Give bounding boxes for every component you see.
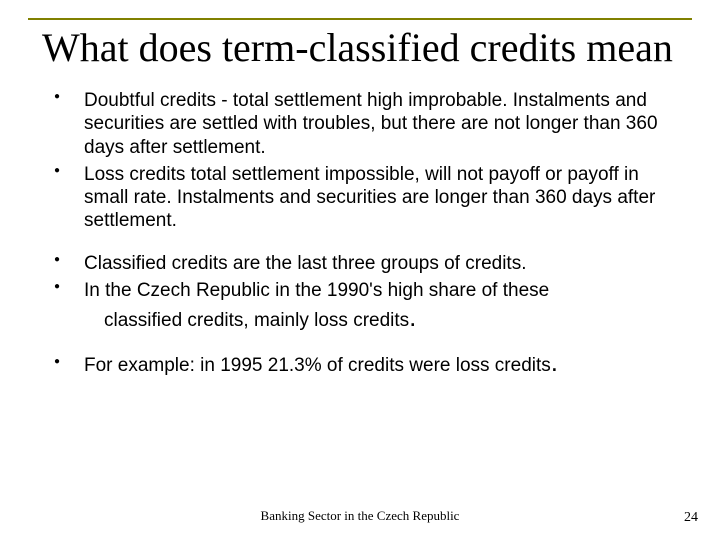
slide-body: Doubtful credits - total settlement high… bbox=[28, 79, 692, 377]
list-item: Doubtful credits - total settlement high… bbox=[48, 89, 682, 159]
footer-center: Banking Sector in the Czech Republic bbox=[0, 508, 720, 524]
bullet-group-3: For example: in 1995 21.3% of credits we… bbox=[48, 354, 682, 377]
list-item: Classified credits are the last three gr… bbox=[48, 252, 682, 275]
bullet-group-1: Doubtful credits - total settlement high… bbox=[48, 89, 682, 232]
bullet-text: For example: in 1995 21.3% of credits we… bbox=[84, 355, 551, 376]
list-item: Loss credits total settlement impossible… bbox=[48, 163, 682, 233]
title-rule bbox=[28, 18, 692, 20]
period-icon: . bbox=[551, 347, 558, 377]
trailing-text: classified credits, mainly loss credits bbox=[104, 310, 409, 331]
slide: What does term-classified credits mean D… bbox=[0, 0, 720, 540]
page-number: 24 bbox=[684, 510, 698, 526]
list-item: In the Czech Republic in the 1990's high… bbox=[48, 279, 682, 302]
list-item: For example: in 1995 21.3% of credits we… bbox=[48, 354, 682, 377]
period-icon: . bbox=[409, 302, 416, 332]
slide-title: What does term-classified credits mean bbox=[28, 22, 692, 79]
bullet-group-2: Classified credits are the last three gr… bbox=[48, 252, 682, 302]
trailing-line: classified credits, mainly loss credits. bbox=[48, 309, 682, 332]
